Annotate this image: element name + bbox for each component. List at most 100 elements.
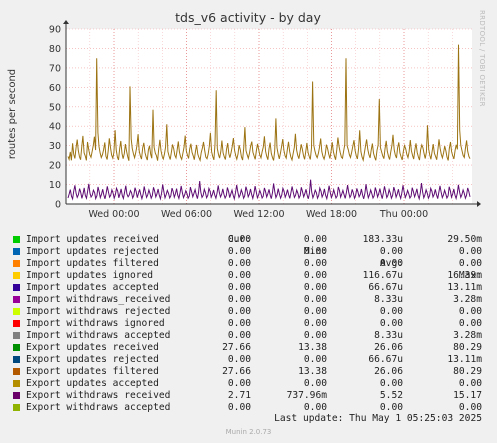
legend-cur: 0.00 (227, 330, 251, 341)
legend-cur: 0.00 (227, 282, 251, 293)
legend-cur: 0.00 (227, 234, 251, 245)
legend-cur: 0.00 (227, 354, 251, 365)
legend-max: 3.28m (453, 294, 482, 305)
legend-row: Export withdraws received 2.71 737.96m 5.52… (0, 390, 497, 402)
legend-name: Export updates accepted (26, 378, 159, 389)
legend-name: Import updates accepted (26, 282, 159, 293)
legend-row: Import withdraws_received 0.00 0.00 8.33u 3.… (0, 294, 497, 306)
legend-max: 80.29 (453, 342, 482, 353)
x-tick-label: Wed 06:00 (161, 209, 212, 220)
legend-swatch (13, 320, 20, 327)
legend-avg: 0.00 (379, 306, 403, 317)
legend-swatch (13, 284, 20, 291)
legend-header-cur: Cur: (227, 234, 251, 245)
legend-cur: 0.00 (227, 306, 251, 317)
legend-cur: 2.71 (227, 390, 251, 401)
legend-cur: 0.00 (227, 378, 251, 389)
legend-swatch (13, 296, 20, 303)
legend-swatch (13, 308, 20, 315)
y-axis-arrow (63, 20, 69, 24)
legend-min: 0.00 (303, 354, 327, 365)
legend-avg: 0.00 (379, 318, 403, 329)
series-line (67, 179, 471, 201)
legend-min: 0.00 (303, 294, 327, 305)
legend-name: Import withdraws_received (26, 294, 171, 305)
legend-row: Import updates ignored 0.00 0.00 116.67u 16.… (0, 270, 497, 282)
x-tick-label: Wed 00:00 (88, 209, 139, 220)
legend-max: 15.17 (453, 390, 482, 401)
series-lines (67, 44, 471, 201)
legend-cur: 0.00 (227, 318, 251, 329)
legend-swatch (13, 260, 20, 267)
y-tick-label: 0 (55, 200, 61, 211)
legend-header-min: Min: (303, 246, 327, 257)
legend-header: Cur: Min: Avg: Max: (0, 222, 497, 281)
legend-row: Export updates received 27.66 13.38 26.06 80… (0, 342, 497, 354)
legend-swatch (13, 380, 20, 387)
legend-cur: 0.00 (227, 294, 251, 305)
legend-row: Import withdraws ignored 0.00 0.00 0.00 0.00 (0, 318, 497, 330)
legend-max: 13.11m (447, 354, 482, 365)
legend-min: 0.00 (303, 378, 327, 389)
legend-name: Import withdraws ignored (26, 318, 165, 329)
legend-swatch (13, 368, 20, 375)
legend-min: 737.96m (286, 390, 327, 401)
legend-min: 0.00 (303, 258, 327, 269)
x-tick-label: Thu 00:00 (379, 209, 428, 220)
legend-max: 16.39m (447, 270, 482, 281)
legend-name: Import updates rejected (26, 246, 159, 257)
legend-swatch (13, 344, 20, 351)
x-tick-label: Wed 12:00 (233, 209, 284, 220)
legend-header-max: Max: (458, 270, 482, 281)
legend-swatch (13, 356, 20, 363)
legend-swatch (13, 404, 20, 411)
legend-swatch (13, 392, 20, 399)
legend-avg: 66.67u (368, 282, 403, 293)
legend-max: 3.28m (453, 330, 482, 341)
legend-min: 0.00 (303, 402, 327, 413)
legend-avg: 8.33u (374, 330, 403, 341)
plot-background (66, 29, 472, 204)
legend-swatch (13, 332, 20, 339)
legend-min: 0.00 (303, 234, 327, 245)
legend-min: 0.00 (303, 330, 327, 341)
legend-max: 0.00 (458, 246, 482, 257)
last-update: Last update: Thu May 1 05:25:03 2025 (274, 413, 482, 424)
y-tick-label: 10 (49, 180, 61, 191)
legend-avg: 0.00 (379, 258, 403, 269)
y-axis-label: routes per second (7, 69, 18, 159)
legend-min: 13.38 (298, 342, 327, 353)
y-tick-label: 90 (49, 25, 61, 36)
legend-min: 13.38 (298, 366, 327, 377)
legend-name: Import updates filtered (26, 258, 159, 269)
legend-swatch (13, 272, 20, 279)
legend-name: Import withdraws rejected (26, 306, 171, 317)
y-tick-label: 30 (49, 141, 61, 152)
legend-max: 13.11m (447, 282, 482, 293)
legend-name: Export withdraws received (26, 390, 171, 401)
legend-avg: 0.00 (379, 246, 403, 257)
legend-min: 0.00 (303, 246, 327, 257)
legend-cur: 27.66 (222, 342, 251, 353)
legend-max: 29.50m (447, 234, 482, 245)
legend-cur: 27.66 (222, 366, 251, 377)
legend-name: Export updates filtered (26, 366, 159, 377)
legend-avg: 116.67u (362, 270, 403, 281)
legend-swatch (13, 248, 20, 255)
legend-row: Export updates accepted 0.00 0.00 0.00 0.00 (0, 378, 497, 390)
legend-avg: 183.33u (362, 234, 403, 245)
legend-row: Export withdraws accepted 0.00 0.00 0.00 0.0… (0, 402, 497, 414)
legend-name: Import withdraws accepted (26, 330, 171, 341)
y-tick-label: 60 (49, 83, 61, 94)
legend-avg: 66.67u (368, 354, 403, 365)
y-tick-label: 20 (49, 161, 61, 172)
legend-avg: 26.06 (374, 366, 403, 377)
legend-max: 0.00 (458, 306, 482, 317)
axes (63, 20, 481, 207)
legend-max: 0.00 (458, 258, 482, 269)
legend-max: 0.00 (458, 318, 482, 329)
legend-row: Import updates filtered 0.00 0.00 0.00 0.00 (0, 258, 497, 270)
legend-row: Import withdraws accepted 0.00 0.00 8.33u 3.… (0, 330, 497, 342)
legend-min: 0.00 (303, 270, 327, 281)
legend-row: Import withdraws rejected 0.00 0.00 0.00 0.0… (0, 306, 497, 318)
